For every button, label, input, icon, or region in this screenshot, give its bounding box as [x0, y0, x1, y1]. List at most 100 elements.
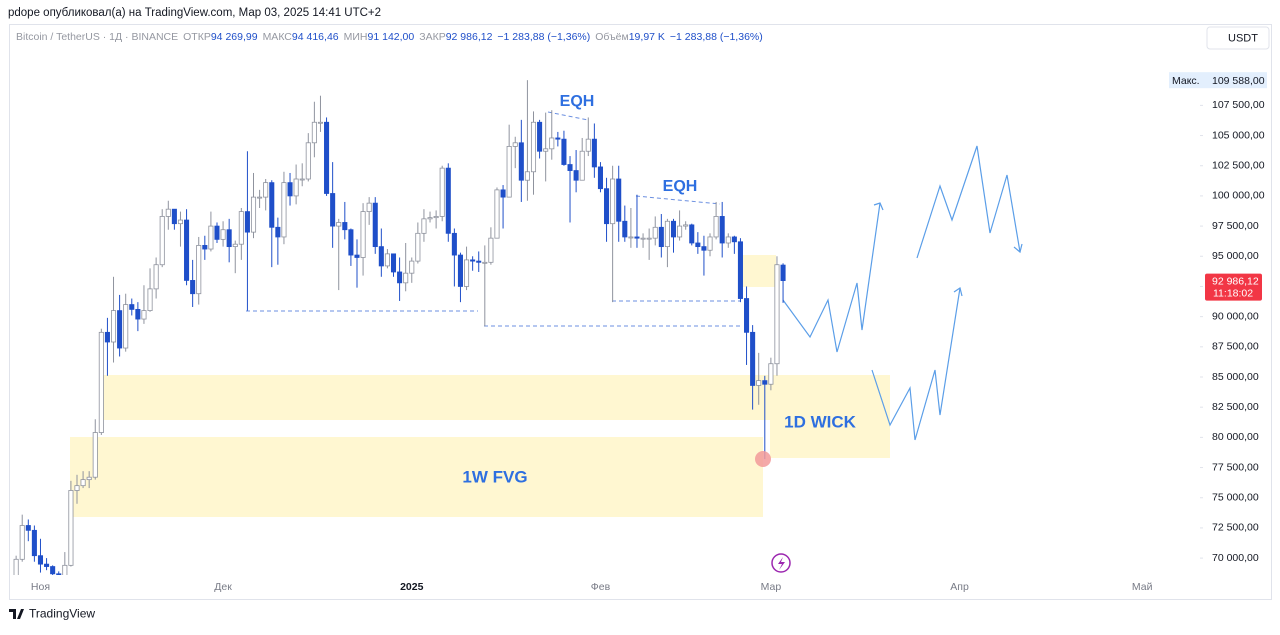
candle-body	[196, 245, 202, 295]
candle-body	[445, 167, 451, 234]
candle-body	[397, 271, 403, 284]
candle-body	[184, 219, 190, 281]
drawings	[70, 111, 1023, 517]
legend-label: МИН	[344, 31, 368, 43]
candle-body	[451, 232, 457, 256]
annotation: 1D WICK	[784, 412, 857, 431]
candle-body	[129, 304, 135, 310]
candle-body	[62, 564, 68, 575]
legend-value: −1 283,88 (−1,36%)	[497, 31, 590, 43]
candle-body	[348, 229, 354, 256]
candle-body	[390, 253, 397, 273]
y-tick-label: 90 000,00	[1212, 310, 1259, 322]
currency-button[interactable]	[1206, 26, 1270, 50]
candle-body	[293, 178, 299, 197]
candle-body	[56, 573, 62, 575]
candle-body	[360, 211, 366, 258]
candle-body	[165, 208, 171, 217]
y-tick-label: 82 500,00	[1212, 401, 1259, 413]
legend-value: 94 416,46	[292, 31, 339, 43]
y-tick-label: 85 000,00	[1212, 371, 1259, 383]
candle-body	[13, 558, 19, 575]
candle-body	[683, 224, 689, 227]
x-tick-label: Дек	[214, 581, 232, 593]
candle-body	[664, 220, 670, 248]
candle-body	[464, 259, 470, 287]
candle-body	[701, 246, 707, 251]
candle-body	[403, 272, 409, 284]
brand-logo	[9, 609, 24, 619]
symbol-legend: Bitcoin / TetherUS · 1Д · BINANCE ОТКР94 …	[16, 31, 763, 43]
y-tick-label: 75 000,00	[1212, 492, 1259, 504]
candle-body	[177, 219, 184, 225]
y-tick-label: 87 500,00	[1212, 341, 1259, 353]
y-tick-label: 72 500,00	[1212, 522, 1259, 534]
candle-body	[190, 280, 196, 295]
candle-body	[92, 432, 98, 478]
candle-body	[263, 182, 269, 198]
candle-body	[269, 182, 275, 228]
candle-body	[232, 243, 238, 248]
x-tick-label: 2025	[400, 581, 424, 593]
candle-body	[628, 236, 634, 239]
candle-body	[597, 166, 603, 190]
annotation: EQH	[663, 178, 698, 195]
legend-label: ОТКР	[183, 31, 211, 43]
y-tick-label: 105 000,00	[1212, 129, 1265, 141]
candle-body	[421, 218, 427, 234]
candle-body	[287, 182, 293, 197]
legend-value: −1 283,88 (−1,36%)	[670, 31, 763, 43]
candle-body	[257, 196, 263, 199]
candle-body	[208, 225, 214, 250]
candle-body	[756, 380, 762, 386]
event-bolt	[778, 557, 785, 570]
candle-body	[573, 170, 579, 181]
candle-body	[275, 226, 281, 238]
candle-body	[238, 211, 244, 245]
candle-body	[324, 121, 330, 194]
chart-frame	[9, 24, 1272, 600]
y-tick-label: 80 000,00	[1212, 431, 1259, 443]
candles	[13, 80, 786, 575]
brand-name: TradingView	[29, 607, 95, 621]
candle-body	[506, 146, 512, 198]
candle-body	[110, 310, 117, 343]
candle-body	[524, 171, 530, 181]
candle-body	[780, 264, 786, 281]
candle-body	[500, 189, 506, 198]
candle-body	[543, 148, 549, 152]
legend-value: 19,97 K	[629, 31, 665, 43]
candle-body	[634, 236, 640, 239]
x-tick-label: Мар	[761, 581, 782, 593]
candle-body	[616, 178, 622, 222]
annotation: EQH	[560, 93, 595, 110]
candle-body	[762, 380, 768, 385]
candle-body	[591, 138, 597, 168]
candle-body	[372, 202, 378, 248]
candle-body	[220, 229, 226, 240]
zone	[70, 437, 763, 517]
candle-body	[555, 137, 561, 140]
candle-body	[153, 264, 159, 290]
candle-body	[336, 222, 342, 227]
legend-label: МАКС	[263, 31, 293, 43]
publisher-line: pdope опубликовал(а) на TradingView.com,…	[8, 7, 381, 19]
zone	[103, 375, 770, 420]
candle-body	[311, 121, 317, 144]
candle-body	[281, 182, 287, 238]
candle-body	[123, 304, 129, 349]
candle-body	[713, 216, 719, 238]
candle-body	[50, 566, 56, 575]
price-axis: 70 000,00 72 500,00 75 000,00 77 500,00 80 0…	[31, 99, 1265, 593]
candle-body	[244, 211, 250, 233]
currency-label[interactable]: USDT	[1228, 32, 1258, 44]
x-tick-label: Май	[1132, 581, 1153, 593]
candle-body	[202, 245, 208, 250]
legend-label: Объём	[595, 31, 628, 43]
candle-body	[80, 479, 86, 487]
candle-body	[342, 222, 348, 231]
y-tick-label: 95 000,00	[1212, 250, 1259, 262]
projections	[782, 145, 1023, 441]
candle-body	[774, 264, 780, 365]
candle-body	[135, 308, 141, 320]
